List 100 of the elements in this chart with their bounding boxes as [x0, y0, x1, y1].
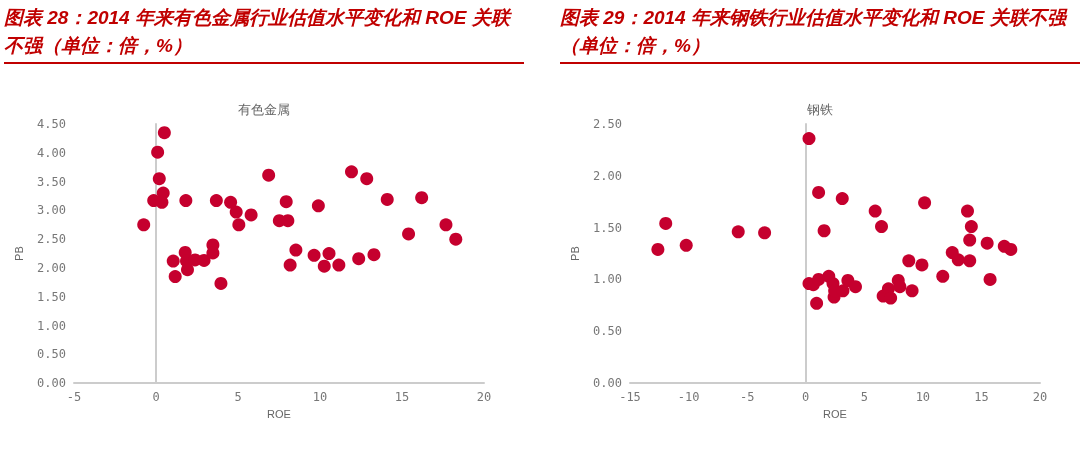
point: [651, 242, 665, 256]
point: [810, 296, 824, 310]
point: [915, 258, 929, 272]
point: [659, 217, 673, 230]
y-axis-title: PB: [568, 246, 581, 261]
point: [812, 272, 826, 286]
point: [980, 236, 994, 250]
point: [209, 194, 223, 208]
point: [868, 204, 882, 218]
point: [206, 246, 220, 260]
point: [902, 254, 916, 268]
x-tick-label: 0: [152, 390, 160, 405]
point: [367, 248, 381, 262]
point: [731, 225, 745, 239]
point: [317, 259, 331, 273]
y-tick-label: 2.00: [37, 260, 66, 275]
y-tick-label: 0.50: [37, 347, 66, 362]
point: [352, 252, 366, 266]
x-tick-label: 15: [974, 390, 989, 405]
point: [137, 218, 151, 232]
point: [289, 243, 303, 257]
point: [835, 192, 849, 206]
x-tick-label: 0: [802, 390, 810, 405]
point: [151, 145, 165, 159]
point: [166, 254, 180, 268]
point: [936, 269, 950, 283]
y-tick-label: 0.50: [593, 324, 622, 339]
point: [905, 284, 919, 298]
point: [964, 220, 978, 234]
point: [951, 253, 965, 267]
point: [1004, 242, 1018, 256]
point: [322, 247, 336, 261]
x-axis-title: ROE: [267, 407, 291, 420]
point: [152, 172, 166, 186]
point: [849, 280, 862, 294]
point: [884, 291, 898, 305]
chart-title: 图表 28：2014 年来有色金属行业估值水平变化和 ROE 关联不强（单位：倍，%）: [4, 0, 524, 64]
point: [345, 165, 358, 179]
y-tick-label: 4.50: [37, 117, 66, 131]
y-tick-label: 1.00: [37, 318, 66, 333]
point: [311, 199, 325, 213]
point: [307, 248, 321, 262]
point: [181, 263, 194, 277]
y-tick-label: 3.00: [37, 203, 66, 218]
chart-subtitle: 有色金属: [238, 102, 290, 117]
x-tick-label: 20: [1032, 390, 1048, 405]
x-tick-label: 5: [860, 390, 868, 405]
point: [360, 172, 374, 186]
point: [262, 168, 276, 182]
point: [332, 258, 346, 272]
x-tick-label: 10: [915, 390, 931, 405]
y-tick-label: 1.50: [37, 289, 66, 304]
point: [439, 218, 453, 232]
point: [197, 253, 211, 267]
point: [812, 185, 826, 199]
chart-title: 图表 29：2014 年来钢铁行业估值水平变化和 ROE 关联不强（单位：倍，%）: [560, 0, 1080, 64]
x-tick-label: 10: [312, 390, 328, 405]
x-tick-label: 20: [476, 390, 492, 405]
point: [918, 196, 932, 210]
y-tick-label: 1.00: [593, 272, 622, 287]
point: [817, 224, 831, 238]
point: [232, 218, 246, 232]
point: [380, 192, 394, 206]
y-tick-label: 2.50: [37, 232, 66, 247]
point: [168, 270, 182, 284]
point: [244, 208, 258, 222]
chart-subtitle: 钢铁: [806, 102, 833, 117]
point: [963, 254, 977, 268]
y-axis-title: PB: [12, 246, 25, 261]
point: [283, 258, 297, 272]
point: [961, 204, 974, 218]
point: [679, 238, 693, 252]
point: [983, 272, 997, 286]
point: [893, 280, 907, 294]
point: [402, 227, 416, 241]
point: [214, 276, 228, 290]
y-tick-label: 3.50: [37, 174, 66, 189]
point: [449, 232, 463, 246]
point: [179, 194, 193, 208]
point: [802, 132, 816, 146]
point: [157, 126, 171, 140]
point: [229, 205, 243, 219]
x-axis-title: ROE: [823, 407, 847, 420]
y-tick-label: 1.50: [593, 220, 622, 235]
y-tick-label: 4.00: [37, 145, 66, 160]
point: [758, 226, 772, 240]
x-tick-label: -15: [619, 390, 641, 405]
point: [415, 191, 429, 205]
x-tick-label: -10: [677, 390, 700, 405]
y-tick-label: 0.00: [37, 376, 66, 391]
point: [875, 220, 889, 234]
x-tick-label: 15: [394, 390, 410, 405]
point: [224, 195, 238, 209]
y-tick-label: 0.00: [593, 376, 622, 391]
point: [963, 233, 977, 247]
x-tick-label: -5: [66, 390, 82, 405]
point: [281, 214, 295, 228]
x-tick-label: -5: [739, 390, 755, 405]
x-tick-label: 5: [234, 390, 242, 405]
y-tick-label: 2.00: [593, 168, 622, 183]
